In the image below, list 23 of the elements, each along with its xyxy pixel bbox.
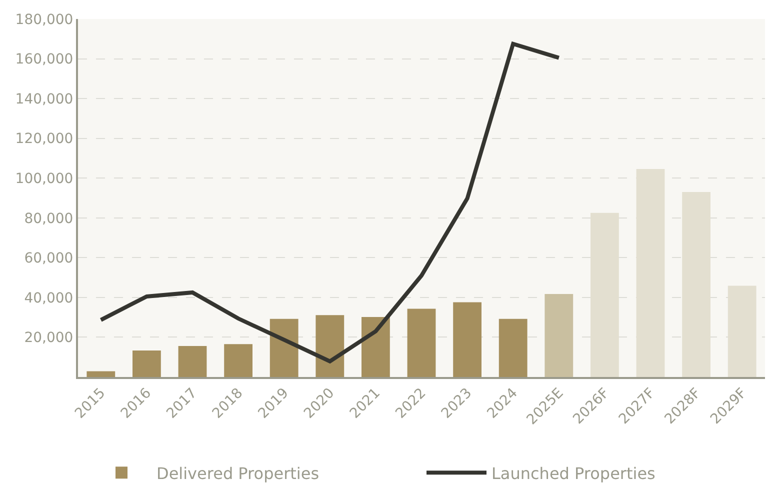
legend-label: Launched Properties: [492, 464, 656, 483]
bar: [362, 316, 390, 377]
bar: [224, 344, 252, 377]
y-tick-label: 20,000: [24, 330, 74, 346]
bar: [178, 346, 207, 377]
legend-label: Delivered Properties: [156, 464, 320, 483]
bar: [316, 315, 344, 377]
bar: [544, 294, 574, 377]
y-tick-label: 80,000: [24, 210, 74, 227]
bar: [132, 350, 161, 377]
y-tick-label: 180,000: [15, 12, 74, 28]
bar: [498, 318, 528, 377]
bar: [86, 371, 116, 377]
y-tick-label: 40,000: [24, 290, 74, 306]
line-series: [98, 42, 561, 364]
bar: [407, 308, 436, 377]
y-tick-label: 160,000: [15, 52, 74, 68]
bar: [453, 302, 482, 377]
y-tick-label: 140,000: [15, 91, 74, 108]
y-tick-label: 120,000: [15, 131, 74, 148]
bar: [270, 318, 298, 377]
y-tick-label: 60,000: [24, 250, 74, 267]
y-tick-label: 100,000: [15, 171, 74, 188]
